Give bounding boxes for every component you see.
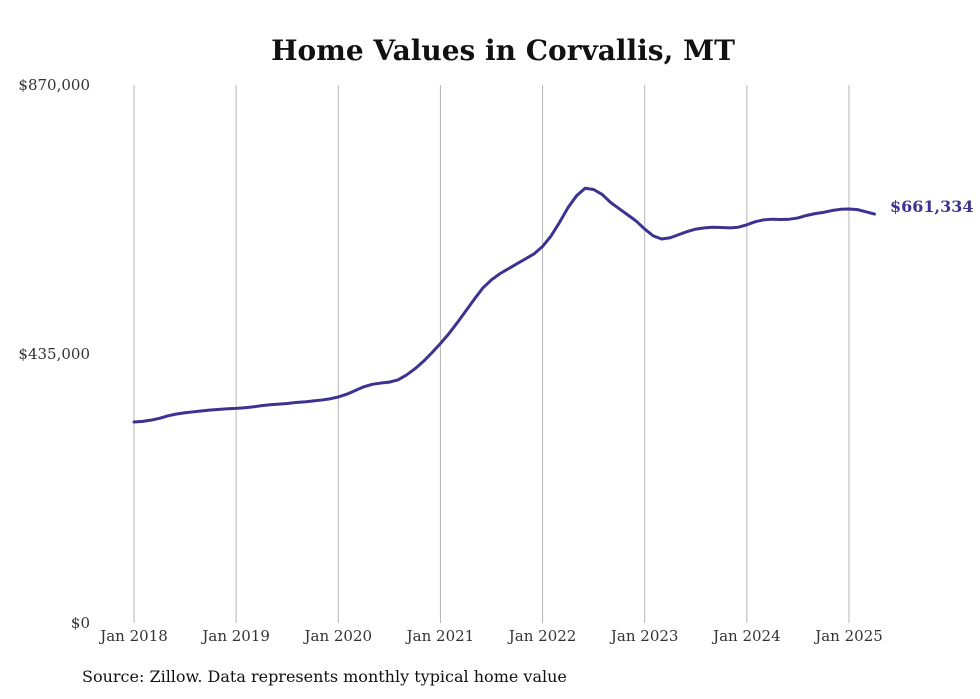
x-tick-label: Jan 2023 <box>609 627 679 645</box>
y-tick-label: $870,000 <box>18 76 90 94</box>
x-tick-label: Jan 2019 <box>200 627 270 645</box>
end-value-label: $661,334 <box>890 197 974 216</box>
x-tick-label: Jan 2021 <box>405 627 475 645</box>
y-axis-ticks: $0 $435,000 $870,000 <box>18 76 90 632</box>
chart-title: Home Values in Corvallis, MT <box>271 34 735 67</box>
source-note: Source: Zillow. Data represents monthly … <box>82 667 567 686</box>
x-tick-label: Jan 2024 <box>711 627 781 645</box>
x-tick-label: Jan 2018 <box>98 627 168 645</box>
y-tick-label: $435,000 <box>18 345 90 363</box>
x-tick-label: Jan 2025 <box>813 627 883 645</box>
y-tick-label: $0 <box>71 614 90 632</box>
series-layer <box>132 186 877 424</box>
x-axis-ticks: Jan 2018 Jan 2019 Jan 2020 Jan 2021 Jan 2022… <box>98 627 883 645</box>
grid-lines <box>133 85 850 623</box>
x-tick-label: Jan 2020 <box>303 627 373 645</box>
series-line <box>132 186 877 424</box>
x-tick-label: Jan 2022 <box>507 627 577 645</box>
